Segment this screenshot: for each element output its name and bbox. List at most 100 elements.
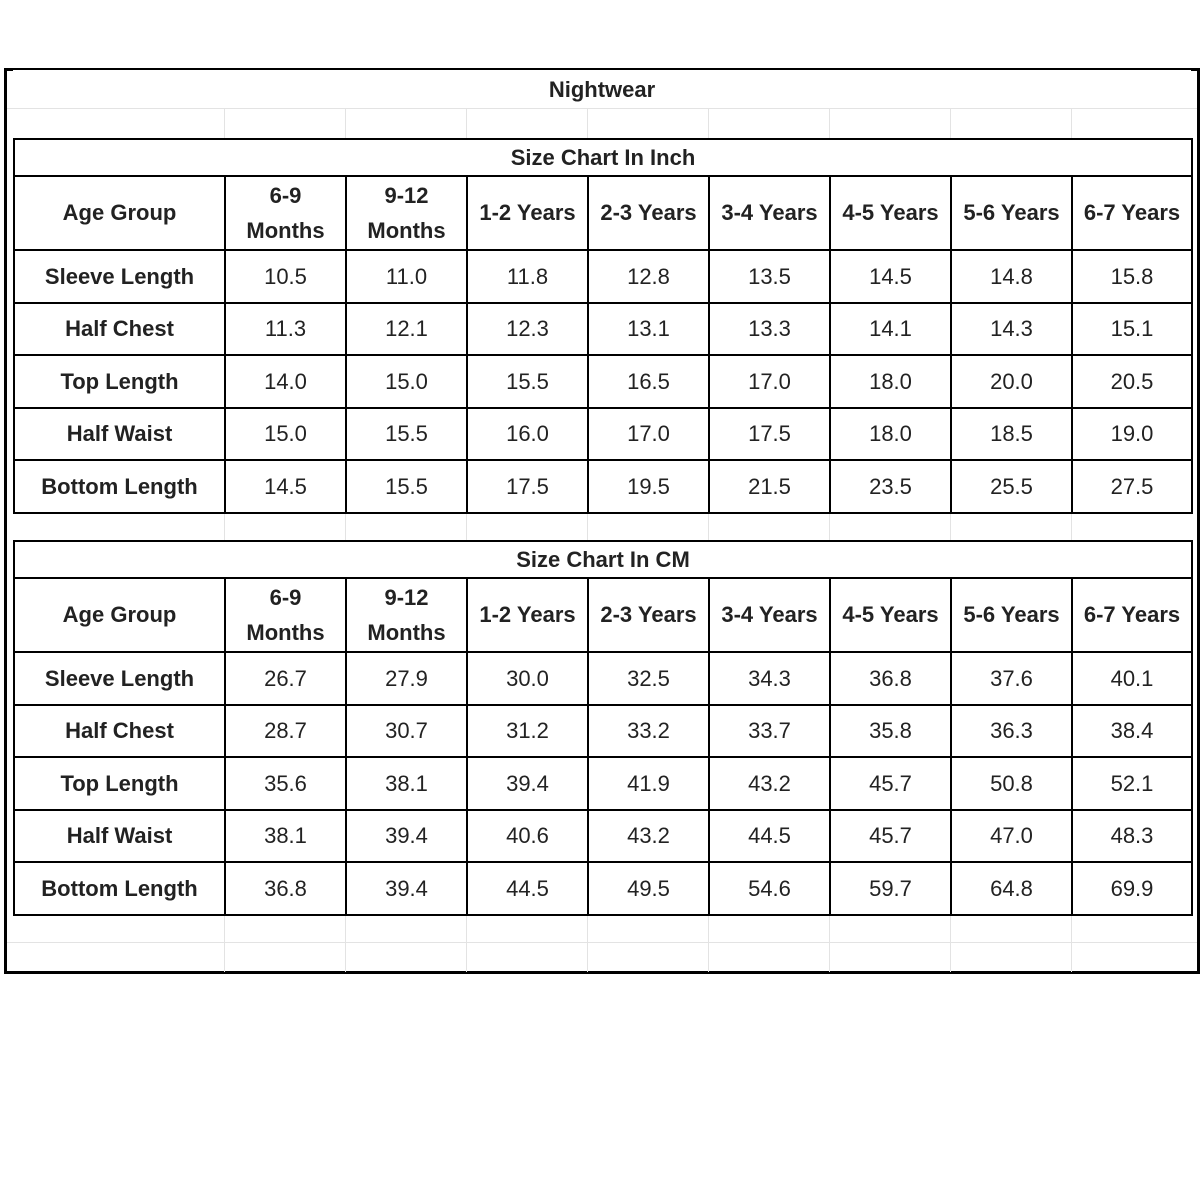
grid-line (1071, 511, 1072, 540)
table-value: 47.0 (952, 810, 1073, 863)
table-value: 64.8 (952, 863, 1073, 916)
table-value: 19.5 (589, 461, 710, 514)
table-value: 11.0 (347, 251, 468, 304)
grid-line (7, 942, 1197, 943)
table-value: 38.1 (347, 758, 468, 811)
table-value: 16.5 (589, 356, 710, 409)
table-value: 40.6 (468, 810, 589, 863)
row-label: Half Chest (15, 303, 226, 356)
table-value: 15.8 (1073, 251, 1193, 304)
grid-line (345, 511, 346, 540)
table-value: 25.5 (952, 461, 1073, 514)
table-value: 44.5 (710, 810, 831, 863)
column-header: 5-6 Years (952, 579, 1073, 653)
table-value: 36.8 (831, 653, 952, 706)
table-value: 52.1 (1073, 758, 1193, 811)
grid-line (345, 108, 346, 138)
table-value: 35.8 (831, 705, 952, 758)
sheet-border (4, 68, 1200, 974)
grid-line (587, 511, 588, 540)
row-label: Sleeve Length (15, 653, 226, 706)
table-value: 13.5 (710, 251, 831, 304)
column-header: 4-5 Years (831, 579, 952, 653)
table-value: 14.8 (952, 251, 1073, 304)
table-value: 21.5 (710, 461, 831, 514)
table-value: 40.1 (1073, 653, 1193, 706)
grid-line (224, 511, 225, 540)
column-header: 4-5 Years (831, 177, 952, 251)
table-value: 38.1 (226, 810, 347, 863)
table-value: 39.4 (347, 810, 468, 863)
table-value: 35.6 (226, 758, 347, 811)
table-value: 18.0 (831, 356, 952, 409)
row-label: Top Length (15, 356, 226, 409)
grid-line (708, 511, 709, 540)
table-value: 20.5 (1073, 356, 1193, 409)
table-value: 13.3 (710, 303, 831, 356)
column-header: 3-4 Years (710, 177, 831, 251)
column-header: 1-2 Years (468, 177, 589, 251)
grid-line (7, 108, 1197, 109)
row-label: Half Chest (15, 705, 226, 758)
column-header: 6-9 Months (226, 579, 347, 653)
table-value: 12.1 (347, 303, 468, 356)
table-value: 15.5 (468, 356, 589, 409)
table-value: 59.7 (831, 863, 952, 916)
table-value: 15.0 (226, 408, 347, 461)
grid-line (950, 511, 951, 540)
table-value: 11.8 (468, 251, 589, 304)
grid-line (1071, 108, 1072, 138)
table-value: 33.2 (589, 705, 710, 758)
table-value: 30.7 (347, 705, 468, 758)
column-header: Age Group (15, 177, 226, 251)
table-value: 48.3 (1073, 810, 1193, 863)
column-header: 2-3 Years (589, 579, 710, 653)
grid-line (224, 108, 225, 138)
grid-line (466, 511, 467, 540)
grid-line (466, 108, 467, 138)
table-value: 17.0 (589, 408, 710, 461)
table-value: 17.0 (710, 356, 831, 409)
row-label: Bottom Length (15, 461, 226, 514)
table-value: 49.5 (589, 863, 710, 916)
table-value: 43.2 (589, 810, 710, 863)
grid-line (829, 511, 830, 540)
sheet-title: Nightwear (13, 70, 1191, 110)
table-value: 31.2 (468, 705, 589, 758)
table-value: 34.3 (710, 653, 831, 706)
table-value: 39.4 (347, 863, 468, 916)
table-value: 11.3 (226, 303, 347, 356)
table-value: 10.5 (226, 251, 347, 304)
table-value: 45.7 (831, 758, 952, 811)
table-frame (13, 540, 1193, 542)
table-value: 39.4 (468, 758, 589, 811)
table-value: 13.1 (589, 303, 710, 356)
table-value: 36.8 (226, 863, 347, 916)
table-value: 69.9 (1073, 863, 1193, 916)
row-label: Top Length (15, 758, 226, 811)
table-value: 37.6 (952, 653, 1073, 706)
row-label: Half Waist (15, 810, 226, 863)
table-value: 15.0 (347, 356, 468, 409)
table-value: 27.5 (1073, 461, 1193, 514)
grid-line (829, 108, 830, 138)
table-value: 45.7 (831, 810, 952, 863)
table-value: 17.5 (710, 408, 831, 461)
column-header: 1-2 Years (468, 579, 589, 653)
table-value: 18.0 (831, 408, 952, 461)
table-frame (13, 138, 15, 514)
table-value: 32.5 (589, 653, 710, 706)
table-value: 28.7 (226, 705, 347, 758)
column-header: 9-12 Months (347, 579, 468, 653)
grid-line (587, 108, 588, 138)
column-header: 9-12 Months (347, 177, 468, 251)
column-header: 2-3 Years (589, 177, 710, 251)
table-value: 16.0 (468, 408, 589, 461)
table-frame (13, 138, 1193, 140)
table-value: 14.1 (831, 303, 952, 356)
table-value: 14.5 (831, 251, 952, 304)
row-label: Sleeve Length (15, 251, 226, 304)
table-value: 15.5 (347, 408, 468, 461)
column-header: 6-7 Years (1073, 177, 1193, 251)
